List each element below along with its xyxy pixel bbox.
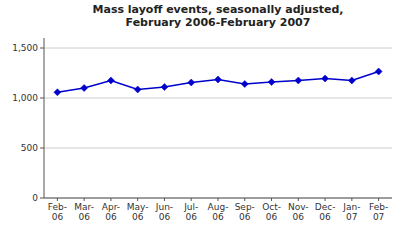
x-tick — [164, 198, 165, 201]
marker — [348, 77, 355, 84]
marker — [215, 76, 222, 83]
grid-line — [44, 148, 392, 149]
plot-area — [54, 68, 382, 96]
x-tick-label: Jul-06 — [183, 202, 198, 222]
x-tick — [191, 198, 192, 201]
x-tick — [325, 198, 326, 201]
x-tick — [110, 198, 111, 201]
y-tick-label: 1,500 — [12, 43, 38, 53]
y-tick-label: 1,000 — [12, 93, 38, 103]
marker — [322, 75, 329, 82]
x-tick-label: Jan-07 — [342, 202, 360, 222]
y-tick — [40, 198, 44, 199]
x-tick — [351, 198, 352, 201]
x-tick-label: Nov-06 — [288, 202, 309, 222]
y-tick-label: 500 — [21, 143, 38, 153]
y-axis — [44, 38, 45, 198]
x-tick — [378, 198, 379, 201]
x-tick-label: Jun-06 — [155, 202, 173, 222]
x-tick — [244, 198, 245, 201]
y-tick-label: 0 — [32, 193, 38, 203]
grid-line — [44, 98, 392, 99]
y-tick — [40, 48, 44, 49]
x-tick — [218, 198, 219, 201]
marker — [161, 84, 168, 91]
marker — [54, 89, 61, 96]
x-tick-label: Sep-06 — [235, 202, 255, 222]
x-tick — [137, 198, 138, 201]
marker — [134, 86, 141, 93]
x-tick-label: May-06 — [127, 202, 149, 222]
marker — [295, 77, 302, 84]
marker — [81, 85, 88, 92]
x-tick-label: Oct-06 — [262, 202, 281, 222]
chart: Mass layoff events, seasonally adjusted,… — [0, 0, 401, 238]
grid-line — [44, 48, 392, 49]
y-tick — [40, 98, 44, 99]
x-tick-label: Dec-06 — [315, 202, 336, 222]
chart-container: Mass layoff events, seasonally adjusted,… — [0, 0, 401, 238]
x-tick-label: Feb-06 — [48, 202, 67, 222]
x-tick — [298, 198, 299, 201]
line — [57, 72, 378, 93]
x-tick — [84, 198, 85, 201]
y-tick — [40, 148, 44, 149]
title: Mass layoff events, seasonally adjusted,… — [93, 3, 344, 29]
marker — [107, 77, 114, 84]
x-tick-label: Aug-06 — [208, 202, 229, 222]
marker — [241, 81, 248, 88]
x-tick — [57, 198, 58, 201]
x-tick — [271, 198, 272, 201]
x-tick-label: Mar-06 — [74, 202, 94, 222]
x-tick-label: Apr-06 — [102, 202, 120, 222]
marker — [268, 79, 275, 86]
marker — [188, 79, 195, 86]
marker — [375, 68, 382, 75]
x-tick-label: Feb-07 — [369, 202, 388, 222]
